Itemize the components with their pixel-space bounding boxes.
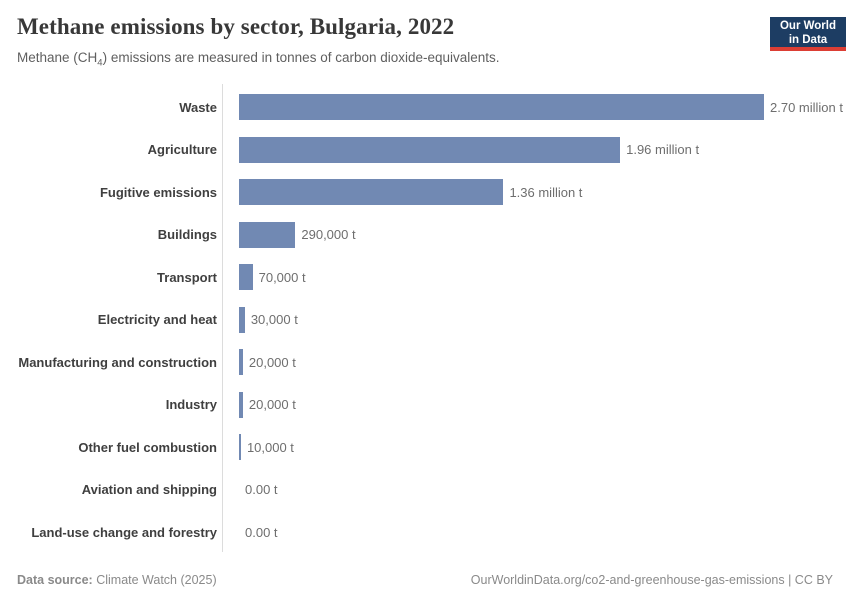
subtitle-text: Methane (CH <box>17 50 98 65</box>
chart-row: Other fuel combustion 10,000 t <box>16 426 836 469</box>
value-label: 30,000 t <box>250 312 298 328</box>
data-source: Data source: Climate Watch (2025) <box>17 573 217 587</box>
bar-cell: 0.00 t <box>217 482 836 497</box>
bar[interactable] <box>239 264 253 291</box>
data-source-label: Data source: <box>17 573 93 587</box>
chart-subtitle: Methane (CH4) emissions are measured in … <box>17 50 755 69</box>
chart-row: Waste 2.70 million t <box>16 86 843 129</box>
chart-row: Fugitive emissions 1.36 million t <box>16 171 836 214</box>
value-label: 20,000 t <box>248 397 296 413</box>
bar-cell: 290,000 t <box>217 221 836 248</box>
chart-row: Manufacturing and construction 20,000 t <box>16 341 836 384</box>
bar-cell: 70,000 t <box>217 264 836 291</box>
category-label: Electricity and heat <box>97 312 217 328</box>
chart-rows: Waste 2.70 million t Agriculture 1.96 mi… <box>16 84 843 554</box>
credit-line[interactable]: OurWorldinData.org/co2-and-greenhouse-ga… <box>470 573 833 587</box>
value-label: 1.36 million t <box>509 184 583 200</box>
bar-cell: 20,000 t <box>217 391 836 418</box>
category-label: Land-use change and forestry <box>31 524 217 540</box>
owid-logo[interactable]: Our World in Data <box>770 17 846 51</box>
bar-cell: 2.70 million t <box>217 94 843 121</box>
category-label: Buildings <box>157 227 217 243</box>
page-title: Methane emissions by sector, Bulgaria, 2… <box>17 14 455 39</box>
bar[interactable] <box>239 306 245 333</box>
chart-row: Agriculture 1.96 million t <box>16 129 836 172</box>
data-source-value: Climate Watch (2025) <box>92 573 217 587</box>
value-label: 1.96 million t <box>626 142 700 158</box>
bar-cell: 0.00 t <box>217 525 836 540</box>
value-label: 10,000 t <box>246 439 294 455</box>
bar[interactable] <box>239 136 621 163</box>
value-label: 2.70 million t <box>770 99 843 115</box>
value-label: 20,000 t <box>248 354 296 370</box>
chart-row: Electricity and heat 30,000 t <box>16 299 836 342</box>
bar[interactable] <box>239 391 243 418</box>
bar-cell: 30,000 t <box>217 306 836 333</box>
bar[interactable] <box>239 349 243 376</box>
chart-row: Land-use change and forestry 0.00 t <box>16 511 836 554</box>
chart-row: Aviation and shipping 0.00 t <box>16 469 836 512</box>
bar[interactable] <box>239 221 296 248</box>
chart-row: Industry 20,000 t <box>16 384 836 427</box>
chart-header: Methane emissions by sector, Bulgaria, 2… <box>17 14 755 69</box>
bar[interactable] <box>239 179 504 206</box>
subtitle-text-end: ) emissions are measured in tonnes of ca… <box>102 50 500 65</box>
chart-row: Buildings 290,000 t <box>16 214 836 257</box>
bar[interactable] <box>239 94 764 121</box>
category-label: Waste <box>179 99 217 115</box>
bar-cell: 1.36 million t <box>217 179 836 206</box>
owid-logo-line1: Our World <box>779 20 836 32</box>
category-label: Industry <box>165 397 217 413</box>
value-label: 70,000 t <box>258 269 306 285</box>
category-label: Fugitive emissions <box>99 184 217 200</box>
y-axis-line <box>222 84 223 552</box>
chart-footer: Data source: Climate Watch (2025) OurWor… <box>17 573 833 587</box>
value-label: 290,000 t <box>301 227 356 243</box>
bar[interactable] <box>239 434 241 461</box>
chart-row: Transport 70,000 t <box>16 256 836 299</box>
category-label: Aviation and shipping <box>81 482 217 498</box>
category-label: Other fuel combustion <box>78 439 217 455</box>
bar-cell: 20,000 t <box>217 349 836 376</box>
value-label: 0.00 t <box>245 524 278 540</box>
category-label: Manufacturing and construction <box>18 354 217 370</box>
bar-cell: 10,000 t <box>217 434 836 461</box>
subtitle-subscript: 4 <box>97 57 103 69</box>
category-label: Agriculture <box>147 142 217 158</box>
value-label: 0.00 t <box>245 482 278 498</box>
category-label: Transport <box>157 269 217 285</box>
owid-logo-line2: in Data <box>788 34 828 46</box>
bar-cell: 1.96 million t <box>217 136 836 163</box>
